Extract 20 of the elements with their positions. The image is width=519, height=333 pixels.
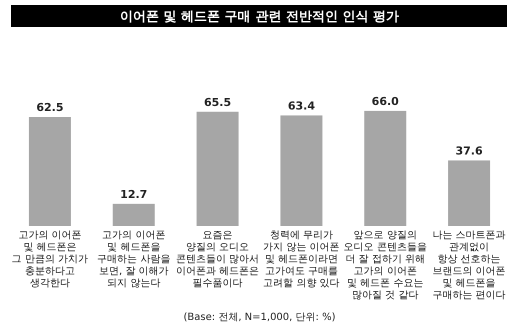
data-label: 63.4 <box>288 99 316 112</box>
bar <box>280 115 322 226</box>
bar <box>112 204 155 226</box>
x-tick-label: 고가의 이어폰 및 헤드폰을 구매하는 사람을 보면, 잘 이해가 되지 않는다 <box>97 230 170 289</box>
x-tick-label: 청력에 무리가 가지 않는 이어폰 및 헤드폰이라면 고가여도 구매를 고려할 의향 있다 <box>263 230 340 289</box>
x-tick-label: 나는 스마트폰과 관계없이 항상 선호하는 브랜드의 이어폰 및 헤드폰을 구매하는 편이다 <box>432 230 506 301</box>
data-label: 62.5 <box>36 101 64 114</box>
bar <box>28 117 71 226</box>
bar <box>364 110 406 226</box>
text: (Base: 전체, N=1,000, 단위: %) <box>184 312 336 323</box>
data-label: 12.7 <box>120 188 148 201</box>
data-label: 66.0 <box>372 94 400 108</box>
x-tick-label: 고가의 이어폰 및 헤드폰은 그 만큼의 가치가 충분하다고 생각한다 <box>12 230 88 289</box>
x-tick-label: 앞으로 양질의 오디오 콘텐츠들을 더 잘 접하기 위해 고가의 이어폰 및 헤드폰 수요는 많아질 것 같다 <box>344 230 427 301</box>
data-label: 37.6 <box>456 144 483 158</box>
chart-title: 이어폰 및 헤드폰 구매 관련 전반적인 인식 평가 <box>120 10 399 24</box>
bar <box>196 112 239 226</box>
x-tick-label: 요즘은 양질의 오디오 콘텐츠들이 많아서 이어폰과 헤드폰은 필수품이다 <box>176 230 260 289</box>
data-label: 65.5 <box>204 96 232 109</box>
bar <box>448 160 490 226</box>
